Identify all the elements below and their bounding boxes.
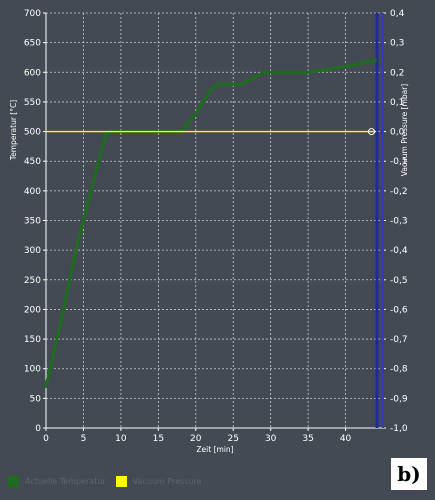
- y-left-tick-label: 550: [24, 98, 41, 108]
- x-tick-label: 0: [43, 434, 49, 444]
- x-tick-label: 15: [153, 434, 164, 444]
- axes: [43, 12, 386, 431]
- y-right-tick-label: -0,1: [390, 157, 408, 167]
- y-axis-left-title: Temperatur [°C]: [9, 100, 18, 161]
- series-line-temperature: [44, 58, 378, 389]
- x-tick-label: 10: [115, 434, 127, 444]
- legend: Actuelle Temperatur Vacuum Pressure: [8, 476, 212, 487]
- x-axis-title: Zeit [min]: [196, 445, 233, 454]
- y-right-tick-label: -0,6: [390, 305, 408, 315]
- y-right-tick-label: -1,0: [390, 424, 408, 434]
- y-left-tick-label: 600: [24, 68, 41, 78]
- x-tick-label: 20: [190, 434, 202, 444]
- y-left-tick-label: 150: [24, 335, 41, 345]
- series-end-marker: [368, 128, 376, 136]
- y-left-tick-label: 300: [24, 246, 41, 256]
- y-right-tick-label: 0,3: [390, 39, 404, 49]
- legend-item-temperature: Actuelle Temperatur: [8, 476, 106, 487]
- x-tick-label: 25: [227, 434, 238, 444]
- y-right-tick-label: -0,4: [390, 246, 408, 256]
- x-tick-label: 40: [340, 434, 352, 444]
- legend-swatch-temperature: [8, 476, 19, 487]
- y-left-tick-label: 400: [24, 187, 41, 197]
- y-axis-right-title: Vacuum Pressure [mbar]: [400, 84, 409, 177]
- y-right-tick-label: -0,3: [390, 217, 408, 227]
- x-tick-label: 35: [302, 434, 313, 444]
- y-left-tick-label: 350: [24, 217, 41, 227]
- legend-label-vacuum: Vacuum Pressure: [132, 477, 202, 486]
- y-left-tick-label: 0: [35, 424, 41, 434]
- y-right-tick-label: 0,4: [390, 9, 405, 19]
- y-left-tick-label: 450: [24, 157, 41, 167]
- y-right-tick-label: -0,7: [390, 335, 408, 345]
- legend-item-vacuum: Vacuum Pressure: [115, 476, 202, 487]
- y-right-tick-label: -0,9: [390, 394, 408, 404]
- legend-label-temperature: Actuelle Temperatur: [25, 477, 106, 486]
- y-left-tick-label: 650: [24, 39, 41, 49]
- y-left-tick-label: 50: [30, 394, 42, 404]
- y-left-tick-label: 100: [24, 365, 41, 375]
- series: [44, 13, 379, 428]
- x-tick-label: 5: [81, 434, 87, 444]
- y-left-tick-label: 250: [24, 276, 41, 286]
- y-right-tick-label: -0,2: [390, 187, 408, 197]
- y-right-tick-label: -0,8: [390, 365, 408, 375]
- y-right-tick-label: 0,1: [390, 98, 404, 108]
- tick-labels: 0501001502002503003504004505005506006507…: [24, 9, 408, 444]
- legend-swatch-vacuum: [115, 476, 127, 487]
- y-left-tick-label: 500: [24, 128, 41, 138]
- y-right-tick-label: 0,2: [390, 68, 404, 78]
- y-right-tick-label: 0,0: [390, 128, 405, 138]
- panel-label: b): [391, 458, 427, 490]
- y-right-tick-label: -0,5: [390, 276, 408, 286]
- y-left-tick-label: 700: [24, 9, 41, 19]
- x-tick-label: 30: [265, 434, 277, 444]
- y-left-tick-label: 200: [24, 305, 41, 315]
